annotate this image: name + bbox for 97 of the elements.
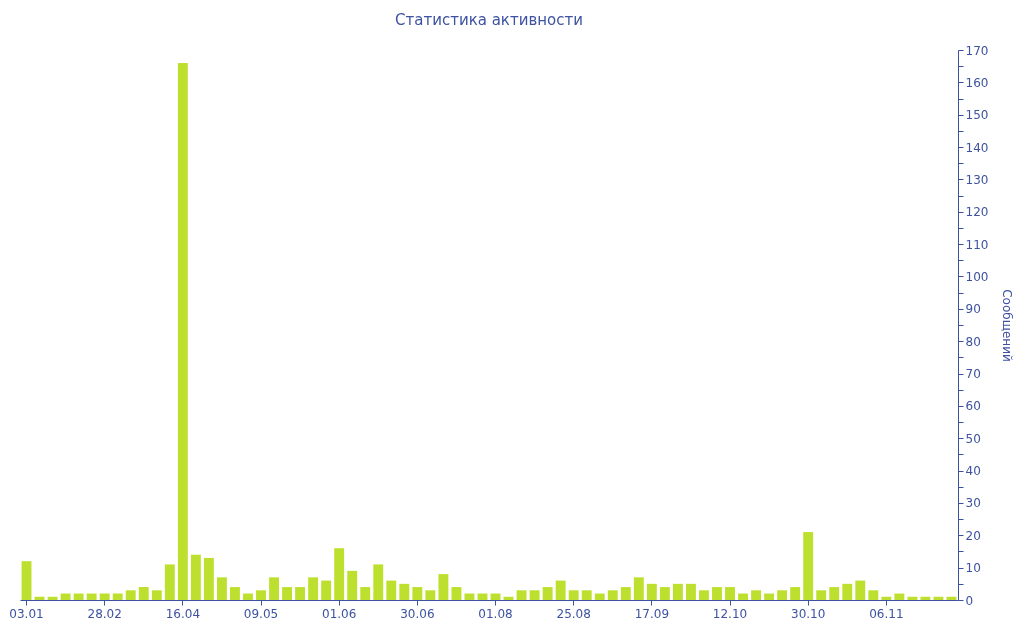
bar bbox=[425, 590, 436, 600]
x-tick-label: 28.02 bbox=[87, 606, 122, 621]
bar bbox=[112, 593, 123, 600]
y-tick-label: 90 bbox=[965, 302, 981, 317]
y-tick-label: 70 bbox=[965, 367, 981, 382]
bar bbox=[269, 577, 279, 600]
y-tick-label: 110 bbox=[965, 237, 989, 252]
bar bbox=[86, 593, 97, 600]
bar bbox=[216, 577, 227, 600]
bar bbox=[399, 583, 410, 600]
y-tick-label: 120 bbox=[965, 205, 989, 220]
y-tick-label: 50 bbox=[965, 431, 981, 446]
bar bbox=[151, 590, 162, 600]
bar bbox=[21, 561, 32, 600]
x-tick-label: 03.01 bbox=[9, 606, 44, 621]
bar bbox=[581, 590, 592, 600]
bar bbox=[412, 587, 423, 600]
bar bbox=[308, 577, 319, 600]
bar bbox=[295, 587, 306, 600]
y-tick-label: 160 bbox=[965, 75, 989, 90]
bar bbox=[125, 590, 136, 600]
x-tick-label: 01.06 bbox=[322, 606, 357, 621]
bar bbox=[451, 587, 462, 600]
bar bbox=[803, 532, 814, 600]
y-tick-label: 20 bbox=[965, 528, 981, 543]
bar bbox=[60, 593, 71, 600]
bar bbox=[230, 587, 240, 600]
bar bbox=[607, 590, 618, 600]
bar bbox=[190, 554, 201, 600]
bar bbox=[334, 548, 345, 600]
bar bbox=[516, 590, 527, 600]
y-tick-label: 140 bbox=[965, 140, 989, 155]
bar bbox=[203, 557, 214, 600]
y-tick-label: 10 bbox=[965, 561, 981, 576]
y-tick-label: 100 bbox=[965, 269, 989, 284]
y-tick-label: 30 bbox=[965, 496, 981, 511]
x-tick-label: 16.04 bbox=[165, 606, 201, 621]
bar bbox=[633, 577, 644, 600]
bar bbox=[542, 587, 553, 600]
y-tick-label: 40 bbox=[965, 464, 981, 479]
bar bbox=[855, 580, 866, 600]
x-tick-label: 25.08 bbox=[556, 606, 591, 621]
bar bbox=[816, 590, 827, 600]
bar bbox=[881, 596, 892, 600]
bar bbox=[47, 596, 58, 600]
bar bbox=[751, 590, 762, 600]
bar bbox=[321, 580, 332, 600]
bar bbox=[685, 583, 696, 600]
bar bbox=[594, 593, 605, 600]
bar bbox=[438, 574, 449, 600]
bar bbox=[164, 564, 175, 600]
bar bbox=[243, 593, 253, 600]
bar bbox=[894, 593, 905, 600]
x-tick-label: 01.08 bbox=[478, 606, 513, 621]
chart-title: Статистика активности bbox=[395, 11, 583, 29]
bar bbox=[73, 593, 84, 600]
x-tick-label: 09.05 bbox=[243, 606, 279, 621]
x-tick-label: 12.10 bbox=[712, 606, 748, 621]
y-tick-label: 170 bbox=[965, 43, 989, 58]
bar bbox=[790, 587, 801, 600]
bar bbox=[907, 596, 918, 600]
bar bbox=[529, 590, 540, 600]
bar bbox=[920, 596, 931, 600]
bar bbox=[777, 590, 788, 600]
y-axis-title: Сообщений bbox=[1000, 289, 1015, 362]
y-tick-label: 150 bbox=[965, 108, 989, 123]
y-tick-label: 80 bbox=[965, 334, 981, 349]
bar bbox=[347, 570, 358, 600]
bar bbox=[620, 587, 631, 600]
bar bbox=[829, 587, 840, 600]
bar bbox=[373, 564, 384, 600]
bar bbox=[99, 593, 110, 600]
x-tick-label: 17.09 bbox=[634, 606, 670, 621]
bar bbox=[725, 587, 735, 600]
bar bbox=[386, 580, 397, 600]
bar bbox=[659, 587, 670, 600]
bar bbox=[138, 587, 149, 600]
y-tick-label: 0 bbox=[965, 593, 974, 608]
bar bbox=[360, 587, 371, 600]
bar bbox=[712, 587, 722, 600]
bar bbox=[738, 593, 748, 600]
bar bbox=[177, 62, 188, 600]
bar bbox=[699, 590, 709, 600]
bar bbox=[868, 590, 879, 600]
bar bbox=[764, 593, 775, 600]
bar bbox=[555, 580, 566, 600]
bar bbox=[568, 590, 579, 600]
x-tick-label: 06.11 bbox=[869, 606, 904, 621]
bar bbox=[842, 583, 853, 600]
bar bbox=[282, 587, 293, 600]
x-tick-label: 30.06 bbox=[400, 606, 435, 621]
y-tick-label: 60 bbox=[965, 399, 981, 414]
x-tick-label: 30.10 bbox=[791, 606, 826, 621]
bar bbox=[672, 583, 683, 600]
bar bbox=[256, 590, 266, 600]
bar bbox=[646, 583, 657, 600]
y-tick-label: 130 bbox=[965, 172, 989, 187]
